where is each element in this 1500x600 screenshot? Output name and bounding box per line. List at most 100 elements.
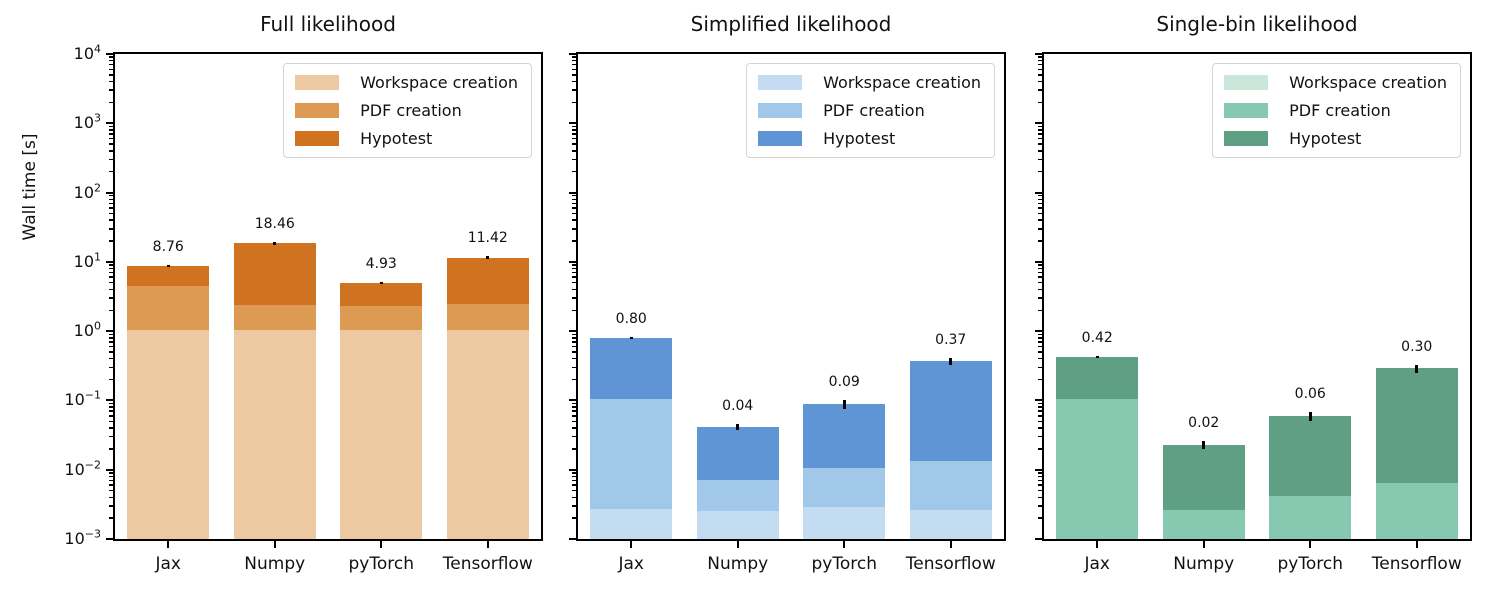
y-minor-tick [572, 496, 576, 499]
y-minor-tick [572, 472, 576, 474]
bar-value-label: 0.06 [1294, 386, 1326, 403]
y-minor-tick [109, 264, 113, 266]
x-tick [1096, 541, 1099, 548]
x-tick-label: Tensorflow [442, 554, 533, 574]
x-tick-label: Tensorflow [1371, 554, 1462, 574]
y-major-tick [569, 468, 576, 471]
legend-label: Hypotest [823, 129, 896, 148]
y-minor-tick [1038, 212, 1042, 215]
y-minor-tick [1038, 472, 1042, 474]
y-minor-tick [572, 475, 576, 478]
y-major-tick [569, 53, 576, 55]
legend-item: PDF creation [1224, 101, 1447, 120]
y-minor-tick [1038, 475, 1042, 478]
legend-swatch-pdf-creation [1224, 103, 1269, 118]
y-minor-tick [572, 56, 576, 58]
y-minor-tick [1038, 74, 1042, 76]
y-minor-tick [572, 337, 576, 339]
legend-label: Workspace creation [823, 73, 981, 92]
y-minor-tick [572, 133, 576, 135]
bar-segment-pdf-creation [590, 398, 673, 510]
legend-swatch-workspace-creation [758, 75, 803, 90]
y-minor-tick [1038, 59, 1042, 62]
bar-segment-workspace-creation [127, 329, 210, 539]
legend-swatch-workspace-creation [295, 75, 340, 90]
y-minor-tick [1038, 448, 1042, 450]
y-tick-label: 10−2 [64, 458, 101, 479]
bar-segment-pdf-creation [1056, 398, 1139, 539]
y-minor-tick [109, 406, 113, 408]
y-minor-tick [1038, 89, 1042, 91]
x-tick-label: pyTorch [348, 554, 415, 574]
y-major-tick [106, 122, 113, 125]
y-minor-tick [1038, 341, 1042, 343]
bar-value-label: 0.42 [1081, 330, 1113, 347]
legend-item: Workspace creation [758, 73, 981, 92]
y-minor-tick [1038, 194, 1042, 197]
y-minor-tick [109, 133, 113, 135]
y-minor-tick [1038, 271, 1042, 274]
x-tick-label: pyTorch [1277, 554, 1344, 574]
error-bar [166, 264, 170, 268]
panel-title: Full likelihood [260, 12, 396, 36]
y-minor-tick [1038, 410, 1042, 412]
x-tick-label: Tensorflow [905, 554, 996, 574]
y-minor-tick [572, 137, 576, 140]
error-bar [379, 281, 383, 285]
y-tick-label: 10−3 [64, 527, 101, 548]
y-major-tick [569, 260, 576, 263]
y-minor-tick [109, 475, 113, 478]
bar-segment-pdf-creation [446, 304, 529, 330]
y-tick-exponent: 2 [94, 181, 101, 195]
y-major-tick [106, 53, 113, 55]
y-minor-tick [1038, 207, 1042, 209]
y-major-tick [569, 330, 576, 333]
x-tick-label: Jax [618, 554, 645, 574]
y-tick-exponent: −3 [84, 527, 101, 541]
y-minor-tick [1038, 276, 1042, 278]
y-minor-tick [109, 74, 113, 76]
bar-segment-workspace-creation [696, 511, 779, 539]
y-minor-tick [109, 212, 113, 215]
y-minor-tick [1038, 125, 1042, 128]
y-major-tick [106, 260, 113, 263]
y-minor-tick [1038, 309, 1042, 312]
bar-value-label: 8.76 [152, 238, 184, 255]
bar-value-label: 18.46 [254, 215, 295, 232]
bar-value-label: 0.80 [615, 310, 647, 327]
bar-segment-workspace-creation [233, 329, 316, 539]
panel-single-bin-likelihood: Single-bin likelihood Jax 0.42 Numpy 0.02 pyT… [1035, 12, 1472, 574]
y-minor-tick [572, 341, 576, 343]
bar-value-label: 0.04 [722, 397, 754, 414]
legend-swatch-pdf-creation [295, 103, 340, 118]
y-minor-tick [109, 198, 113, 201]
y-tick-label: 102 [73, 181, 101, 202]
x-tick-label: Numpy [1173, 554, 1235, 574]
y-minor-tick [572, 357, 576, 360]
bar-segment-pdf-creation [1162, 510, 1245, 539]
y-minor-tick [572, 484, 576, 486]
error-bar [1202, 440, 1206, 449]
y-minor-tick [572, 198, 576, 201]
y-minor-tick [572, 517, 576, 519]
error-bar [1415, 364, 1419, 373]
y-minor-tick [109, 281, 113, 284]
y-minor-tick [572, 143, 576, 145]
y-minor-tick [1038, 351, 1042, 353]
y-minor-tick [1038, 288, 1042, 291]
y-minor-tick [109, 150, 113, 152]
y-minor-tick [572, 271, 576, 274]
y-minor-tick [572, 420, 576, 423]
y-major-tick [1035, 53, 1042, 55]
y-major-tick [569, 122, 576, 125]
bar-segment-pdf-creation [696, 480, 779, 512]
bar-segment-hypotest [1162, 444, 1245, 511]
bar-segment-pdf-creation [803, 468, 886, 507]
bar-segment-pdf-creation [909, 460, 992, 511]
y-minor-tick [572, 309, 576, 312]
y-minor-tick [572, 129, 576, 131]
legend: Workspace creation PDF creation Hypotest [746, 63, 995, 158]
x-tick [380, 541, 383, 548]
y-tick-label: 101 [73, 250, 101, 271]
error-bar [486, 256, 490, 260]
